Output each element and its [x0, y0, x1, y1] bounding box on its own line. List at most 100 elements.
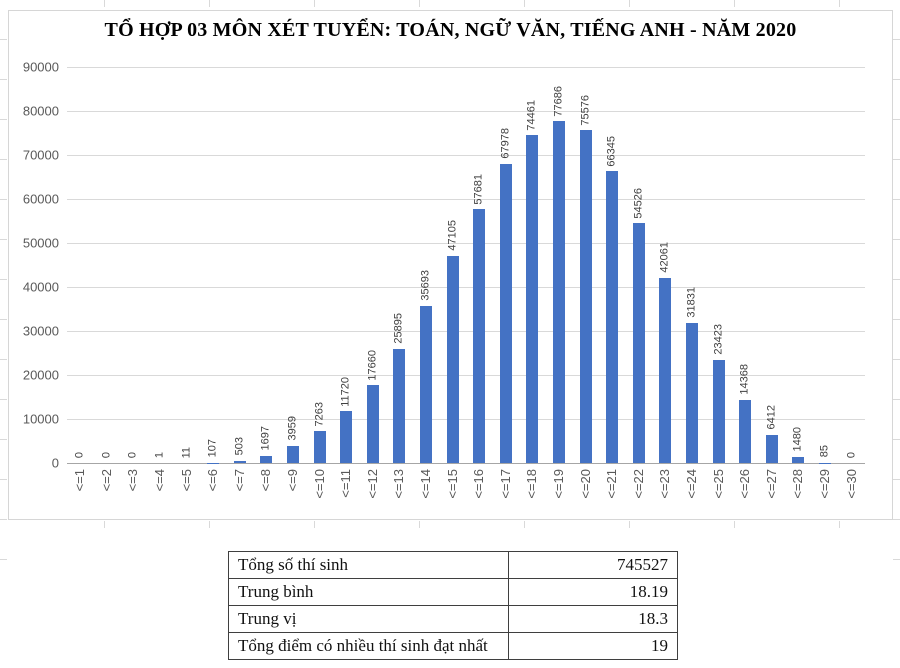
- bar-value-label: 47105: [446, 220, 459, 251]
- bar-value-label: 42061: [658, 242, 671, 273]
- bar-column: 42061: [652, 67, 679, 463]
- bar: [473, 209, 486, 463]
- bar: [340, 411, 353, 463]
- bar-series: 0 0 0 1 11 107 503 1697 3959 7263 11720 17660 25895 3…: [67, 67, 865, 463]
- bar-value-label: 66345: [605, 135, 618, 167]
- y-tick-label: 80000: [22, 103, 59, 119]
- bar-value-label: 17660: [366, 349, 379, 381]
- bar-value-label: 54526: [632, 187, 645, 219]
- gridline: [67, 331, 865, 332]
- gridline: [67, 67, 865, 68]
- x-tick-label: <=12: [364, 469, 380, 499]
- spreadsheet-column-ticks-top: [0, 0, 900, 7]
- x-tick: <=25: [705, 463, 732, 525]
- x-tick-label: <=13: [391, 469, 407, 499]
- bar-value-label: 35693: [419, 270, 432, 301]
- y-tick-label: 50000: [22, 235, 59, 251]
- y-tick-label: 20000: [22, 367, 59, 383]
- bar: [685, 322, 698, 463]
- gridline: [67, 287, 865, 288]
- x-tick-label: <=7: [231, 469, 247, 492]
- summary-label: Trung vị: [228, 605, 509, 633]
- x-tick: <=27: [758, 463, 785, 525]
- bar-column: 47105: [439, 67, 466, 463]
- x-tick: <=1: [67, 463, 94, 525]
- x-tick-label: <=24: [683, 469, 699, 499]
- bar-column: 0: [120, 67, 147, 463]
- spreadsheet-column-ticks-bottom: [0, 521, 900, 528]
- x-tick: <=16: [466, 463, 493, 525]
- bar-value-label: 0: [100, 451, 113, 458]
- bar-value-label: 11720: [339, 376, 352, 407]
- bar: [632, 223, 645, 463]
- bar-value-label: 57681: [472, 173, 485, 205]
- x-tick-label: <=8: [258, 469, 274, 492]
- x-tick: <=10: [306, 463, 333, 525]
- chart-title: TỔ HỢP 03 MÔN XÉT TUYỂN: TOÁN, NGỮ VĂN, …: [104, 19, 797, 41]
- x-tick: <=4: [147, 463, 174, 525]
- summary-value: 18.3: [508, 605, 678, 633]
- summary-table-row: Trung bình 18.19: [228, 578, 678, 606]
- bar: [446, 255, 459, 463]
- x-tick: <=28: [785, 463, 812, 525]
- bar-column: 1480: [785, 67, 812, 463]
- summary-table: Tổng số thí sinh 745527 Trung bình 18.19 Tru…: [228, 551, 678, 660]
- bar-column: 1697: [253, 67, 280, 463]
- summary-table-body: Tổng số thí sinh 745527 Trung bình 18.19 Tru…: [228, 551, 678, 660]
- x-tick-label: <=21: [604, 469, 620, 499]
- summary-value: 18.19: [508, 578, 678, 606]
- bar-column: 23423: [705, 67, 732, 463]
- gridline: [67, 419, 865, 420]
- bar: [260, 455, 273, 463]
- bar: [712, 359, 725, 463]
- x-tick-label: <=10: [311, 469, 327, 499]
- bar: [526, 135, 539, 463]
- bar-column: 0: [94, 67, 121, 463]
- x-tick: <=23: [652, 463, 679, 525]
- x-tick: <=18: [519, 463, 546, 525]
- x-tick: <=29: [812, 463, 839, 525]
- x-tick-label: <=22: [630, 469, 646, 499]
- bar-value-label: 1: [153, 451, 166, 458]
- x-tick: <=13: [386, 463, 413, 525]
- y-axis-labels: 90000 80000 70000 60000 50000 40000 30000 20000…: [13, 60, 59, 471]
- x-tick: <=3: [120, 463, 147, 525]
- x-tick-label: <=29: [816, 469, 832, 499]
- bar-value-label: 67978: [499, 128, 512, 159]
- bar: [420, 305, 433, 463]
- x-tick-label: <=28: [790, 469, 806, 499]
- bar-value-label: 75576: [579, 94, 592, 126]
- bar-value-label: 74461: [525, 99, 538, 131]
- x-tick: <=6: [200, 463, 227, 525]
- x-tick-label: <=19: [550, 469, 566, 499]
- gridline: [67, 375, 865, 376]
- x-tick: <=19: [546, 463, 573, 525]
- bar-column: 35693: [413, 67, 440, 463]
- bar-column: 11720: [333, 67, 360, 463]
- bar: [366, 385, 379, 463]
- bar-value-label: 23423: [712, 324, 725, 355]
- x-tick: <=15: [439, 463, 466, 525]
- x-tick: <=2: [94, 463, 121, 525]
- gridline: [67, 199, 865, 200]
- x-tick-label: <=3: [125, 469, 141, 492]
- bar-value-label: 3959: [286, 416, 299, 441]
- bar-value-label: 6412: [765, 405, 778, 430]
- bar: [499, 163, 512, 463]
- bar-column: 67978: [493, 67, 520, 463]
- x-tick-label: <=2: [98, 469, 114, 492]
- x-tick-label: <=20: [577, 469, 593, 499]
- bar-value-label: 25895: [392, 313, 405, 345]
- bar: [765, 434, 778, 463]
- bar-value-label: 85: [818, 445, 831, 458]
- x-tick: <=14: [413, 463, 440, 525]
- bar: [606, 171, 619, 463]
- y-tick-label: 0: [51, 455, 59, 471]
- x-tick-label: <=23: [657, 469, 673, 499]
- x-tick-label: <=1: [72, 469, 88, 492]
- bar-value-label: 503: [233, 437, 246, 456]
- bar-column: 75576: [572, 67, 599, 463]
- x-tick-label: <=9: [285, 469, 301, 492]
- x-tick: <=17: [493, 463, 520, 525]
- summary-value: 745527: [508, 551, 678, 579]
